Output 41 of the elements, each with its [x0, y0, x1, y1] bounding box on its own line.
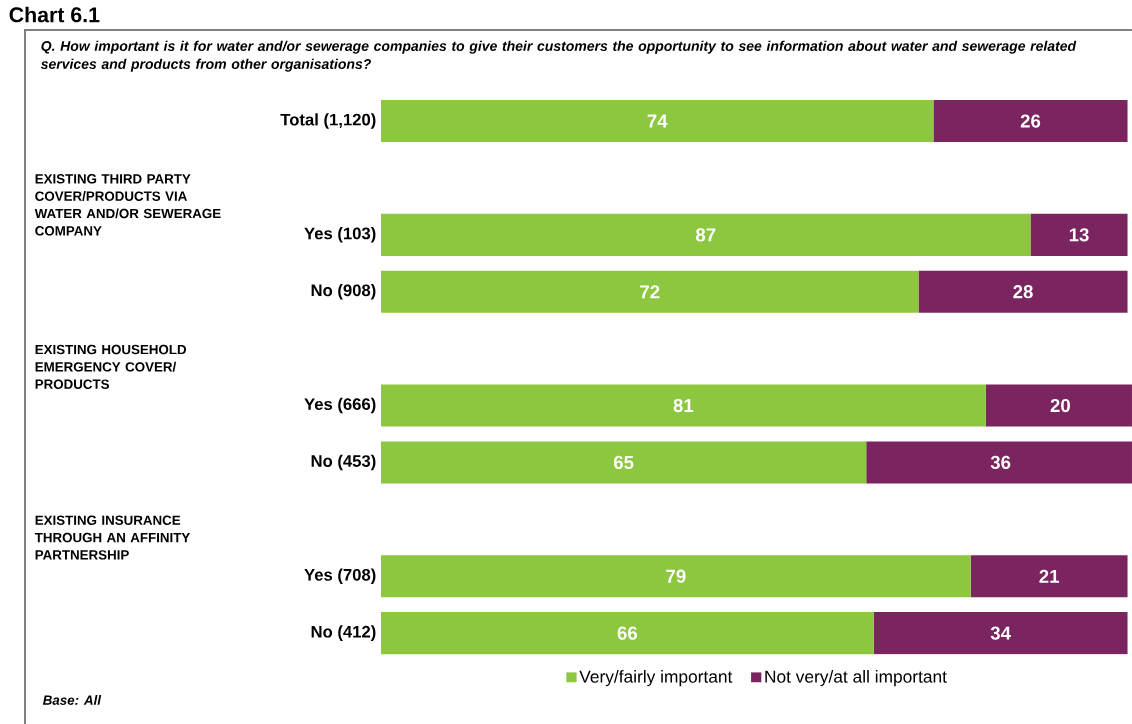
- data-label: 72: [640, 285, 660, 299]
- data-label: 34: [990, 626, 1011, 640]
- text: EXISTING THIRD PARTY COVER/PRODUCTS VIA WATER AND/OR SEWERAGE COMPANY: [34, 174, 221, 236]
- y-tick-label: Total (1,120): [280, 113, 376, 129]
- data-label: 87: [695, 228, 716, 242]
- data-label: 20: [1050, 398, 1070, 413]
- chart-subtitle: Q. How important is it for water and/or sewerage companies to give their customers the opportunity to see information about water and sewerage related services and products from other organisations?: [40, 40, 1077, 72]
- bar: [381, 270, 919, 313]
- bar: [381, 555, 971, 598]
- bar: [1030, 213, 1128, 256]
- bar: [918, 270, 1128, 313]
- data-label: 65: [613, 455, 634, 470]
- data-label: 13: [1069, 228, 1089, 242]
- bar: [873, 612, 1128, 655]
- bar: [381, 441, 867, 484]
- bar: [381, 213, 1031, 256]
- bar: [381, 100, 934, 143]
- data-label: 74: [647, 114, 668, 128]
- bar: [381, 384, 986, 427]
- text: Base: All: [42, 695, 102, 705]
- text: EXISTING HOUSEHOLD EMERGENCY COVER/ PRODUCTS: [35, 344, 187, 389]
- text: Chart 6.1: [9, 6, 100, 23]
- y-tick-label: Yes (708): [304, 568, 376, 584]
- legend-label: Not very/at all important: [765, 670, 947, 687]
- bar: [933, 100, 1128, 143]
- data-label: 81: [673, 398, 694, 413]
- data-label: 66: [617, 626, 638, 640]
- data-label: 26: [1020, 114, 1041, 128]
- legend-label: Very/fairly important: [579, 670, 733, 687]
- y-tick-label: No (412): [311, 625, 376, 641]
- y-tick-label: Yes (103): [304, 227, 376, 243]
- bar: [970, 555, 1128, 598]
- data-label: 79: [666, 569, 686, 583]
- text: EXISTING INSURANCE THROUGH AN AFFINITY PARTNERSHIP: [34, 515, 191, 560]
- y-tick-label: No (453): [311, 454, 376, 471]
- data-label: 28: [1013, 285, 1033, 299]
- bar: [381, 612, 874, 655]
- y-tick-label: Yes (666): [304, 397, 376, 414]
- data-label: 21: [1039, 569, 1060, 583]
- data-label: 36: [990, 455, 1011, 470]
- y-tick-label: No (908): [311, 283, 376, 300]
